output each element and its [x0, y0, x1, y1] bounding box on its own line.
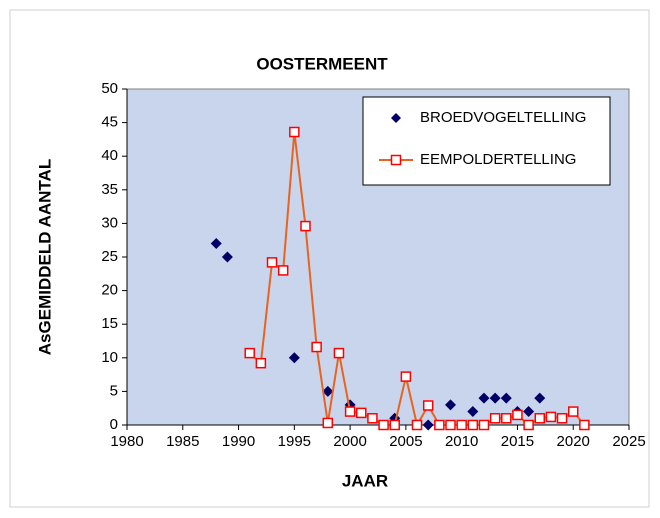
square-marker	[322, 417, 334, 429]
square-marker	[344, 406, 356, 417]
legend-label: BROEDVOGELTELLING	[420, 109, 586, 126]
square-marker	[255, 357, 267, 369]
x-tick-label: 1985	[166, 433, 199, 450]
square-marker	[356, 407, 367, 419]
legend-label: EEMPOLDERTELLING	[420, 151, 576, 168]
diamond-marker	[489, 392, 501, 404]
y-tick-label: 25	[101, 248, 118, 265]
chart-title: OOSTERMEENT	[256, 54, 388, 73]
square-marker	[579, 419, 590, 431]
square-marker	[266, 257, 278, 268]
legend-marker	[391, 113, 401, 123]
x-tick-label: 2005	[389, 433, 422, 450]
square-marker	[567, 406, 579, 417]
square-marker	[489, 413, 501, 424]
square-marker	[378, 419, 389, 431]
square-marker	[289, 126, 300, 138]
y-tick-label: 15	[101, 315, 118, 332]
square-marker	[534, 413, 546, 424]
y-tick-label: 40	[101, 147, 118, 164]
square-marker	[367, 413, 378, 424]
x-tick-label: 1995	[278, 433, 311, 450]
diamond-marker	[322, 385, 334, 397]
x-tick-label: 2020	[557, 433, 590, 450]
square-marker	[389, 419, 400, 431]
diamond-marker	[467, 406, 479, 418]
y-tick-label: 5	[110, 382, 118, 399]
diamond-marker	[422, 419, 434, 431]
x-tick-label: 2015	[501, 433, 534, 450]
x-tick-label: 1990	[222, 433, 255, 450]
square-marker	[300, 220, 311, 232]
diamond-marker	[500, 392, 512, 404]
x-tick-label: 2010	[445, 433, 478, 450]
y-tick-label: 0	[110, 416, 118, 433]
square-marker	[556, 413, 568, 424]
x-axis-label: JAAR	[342, 471, 388, 490]
diamond-marker	[221, 251, 233, 263]
square-marker	[244, 347, 255, 359]
x-tick-label: 2000	[333, 433, 366, 450]
square-marker	[523, 419, 534, 431]
diamond-marker	[523, 406, 535, 418]
y-tick-label: 20	[101, 282, 118, 299]
diamond-marker	[478, 392, 490, 404]
diamond-marker	[210, 238, 222, 250]
square-marker	[467, 419, 479, 431]
y-tick-label: 10	[101, 349, 118, 366]
diamond-marker	[445, 399, 457, 411]
y-axis-label: AsGEMIDDELD AANTAL	[35, 159, 54, 355]
square-marker	[400, 371, 412, 382]
square-marker	[545, 411, 557, 423]
x-tick-label: 2025	[612, 433, 645, 450]
y-tick-label: 50	[101, 80, 118, 97]
square-marker	[512, 409, 523, 421]
square-marker	[434, 419, 445, 431]
square-marker	[411, 419, 423, 431]
square-marker	[277, 265, 289, 276]
y-tick-label: 45	[101, 114, 118, 131]
legend-marker	[390, 154, 402, 166]
square-marker	[456, 419, 467, 431]
diamond-marker	[288, 352, 300, 364]
diamond-marker	[534, 392, 546, 404]
square-marker	[445, 419, 456, 431]
y-tick-label: 35	[101, 181, 118, 198]
legend-box	[362, 96, 611, 186]
square-marker	[422, 400, 434, 411]
square-marker	[311, 341, 322, 353]
square-marker	[333, 347, 345, 359]
x-tick-label: 1980	[110, 433, 143, 450]
square-marker	[478, 419, 490, 431]
y-tick-label: 30	[101, 214, 118, 231]
square-marker	[501, 413, 512, 424]
